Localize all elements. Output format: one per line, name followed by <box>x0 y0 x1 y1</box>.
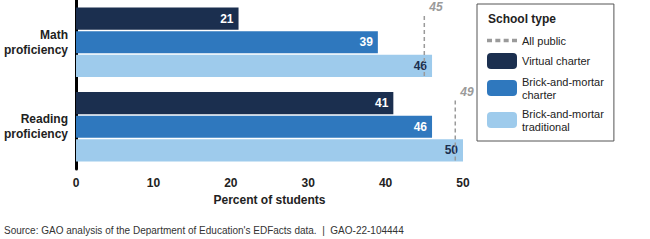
svg-text:40: 40 <box>379 176 393 190</box>
svg-text:proficiency: proficiency <box>4 127 68 141</box>
svg-text:Virtual charter: Virtual charter <box>522 55 591 67</box>
svg-text:10: 10 <box>147 176 161 190</box>
svg-text:39: 39 <box>360 35 374 49</box>
svg-text:0: 0 <box>73 176 80 190</box>
svg-text:45: 45 <box>428 0 443 14</box>
svg-text:49: 49 <box>459 85 474 99</box>
svg-text:41: 41 <box>375 96 389 110</box>
svg-text:Brick-and-mortar: Brick-and-mortar <box>522 108 604 120</box>
svg-text:Percent of students: Percent of students <box>213 193 325 207</box>
svg-text:Source: GAO analysis of the De: Source: GAO analysis of the Department o… <box>4 225 404 236</box>
svg-text:21: 21 <box>220 12 234 26</box>
svg-text:Brick-and-mortar: Brick-and-mortar <box>522 76 604 88</box>
svg-text:50: 50 <box>456 176 470 190</box>
svg-text:Reading: Reading <box>21 112 68 126</box>
svg-text:46: 46 <box>414 120 428 134</box>
svg-text:proficiency: proficiency <box>4 43 68 57</box>
svg-text:50: 50 <box>445 143 459 157</box>
svg-text:charter: charter <box>522 89 557 101</box>
svg-text:Math: Math <box>40 28 68 42</box>
svg-text:traditional: traditional <box>522 121 570 133</box>
svg-text:All public: All public <box>522 35 567 47</box>
svg-text:20: 20 <box>224 176 238 190</box>
svg-text:46: 46 <box>414 59 428 73</box>
svg-text:30: 30 <box>302 176 316 190</box>
